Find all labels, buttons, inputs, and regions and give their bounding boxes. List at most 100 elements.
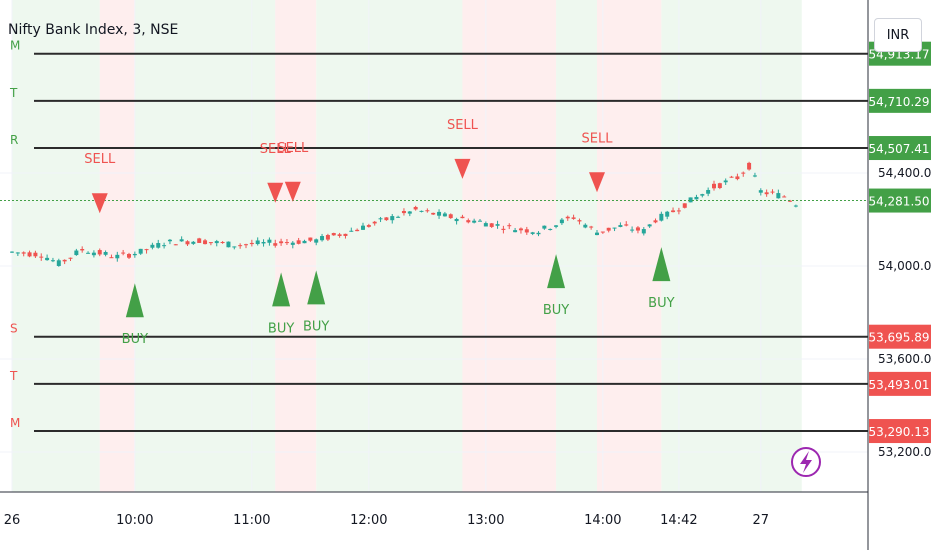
candle-body[interactable]: [489, 223, 494, 227]
candle-body[interactable]: [144, 249, 149, 251]
candle-body[interactable]: [565, 216, 570, 219]
candle-body[interactable]: [770, 191, 775, 193]
candle-body[interactable]: [331, 233, 336, 236]
candle-body[interactable]: [384, 217, 389, 221]
candle-body[interactable]: [676, 210, 681, 212]
candle-body[interactable]: [290, 242, 295, 245]
candle-body[interactable]: [752, 175, 757, 177]
candle-body[interactable]: [162, 245, 167, 247]
candle-body[interactable]: [518, 228, 523, 231]
candle-body[interactable]: [741, 172, 746, 174]
candle-body[interactable]: [261, 241, 266, 244]
candle-body[interactable]: [91, 252, 96, 256]
candle-body[interactable]: [659, 213, 664, 221]
candle-body[interactable]: [413, 206, 418, 210]
candle-body[interactable]: [747, 162, 752, 170]
candle-body[interactable]: [337, 234, 342, 236]
candle-body[interactable]: [390, 216, 395, 221]
candle-body[interactable]: [156, 243, 161, 248]
candle-body[interactable]: [595, 232, 599, 236]
candle-body[interactable]: [185, 241, 190, 245]
candle-body[interactable]: [501, 228, 506, 230]
candle-body[interactable]: [21, 252, 26, 254]
candle-body[interactable]: [396, 216, 401, 218]
candle-body[interactable]: [127, 253, 131, 258]
candle-body[interactable]: [150, 244, 155, 248]
candle-body[interactable]: [454, 218, 459, 222]
candle-body[interactable]: [641, 229, 646, 234]
candle-body[interactable]: [203, 240, 208, 245]
candle-body[interactable]: [635, 227, 640, 231]
candle-body[interactable]: [723, 180, 728, 183]
candle-body[interactable]: [583, 224, 588, 228]
candle-body[interactable]: [33, 252, 38, 257]
candle-body[interactable]: [273, 243, 278, 246]
candle-body[interactable]: [466, 220, 471, 223]
candle-body[interactable]: [665, 211, 670, 217]
candle-body[interactable]: [425, 210, 430, 212]
candle-body[interactable]: [244, 244, 248, 246]
candle-body[interactable]: [302, 240, 307, 244]
candle-body[interactable]: [530, 232, 535, 234]
candle-body[interactable]: [495, 224, 500, 226]
candle-body[interactable]: [279, 241, 284, 244]
candle-body[interactable]: [132, 253, 137, 256]
candle-body[interactable]: [507, 225, 512, 227]
candle-body[interactable]: [419, 210, 424, 212]
candle-body[interactable]: [712, 183, 716, 189]
candle-body[interactable]: [238, 245, 243, 247]
candle-body[interactable]: [62, 259, 67, 262]
candle-body[interactable]: [284, 242, 289, 244]
candle-body[interactable]: [407, 211, 412, 214]
candle-body[interactable]: [548, 228, 553, 230]
candle-body[interactable]: [536, 232, 541, 235]
candle-body[interactable]: [232, 246, 237, 248]
candle-body[interactable]: [50, 260, 55, 262]
candle-body[interactable]: [776, 193, 781, 199]
candle-body[interactable]: [542, 225, 547, 229]
candle-body[interactable]: [267, 239, 272, 243]
candle-body[interactable]: [478, 220, 482, 222]
candle-body[interactable]: [612, 227, 617, 229]
candle-body[interactable]: [27, 252, 32, 257]
candle-body[interactable]: [483, 223, 488, 227]
candle-body[interactable]: [366, 225, 371, 227]
lightning-icon[interactable]: [791, 447, 821, 477]
candlesticks[interactable]: [10, 161, 798, 267]
candle-body[interactable]: [226, 241, 231, 248]
candle-body[interactable]: [349, 230, 354, 232]
candle-body[interactable]: [197, 238, 202, 243]
candle-body[interactable]: [577, 220, 582, 222]
candle-body[interactable]: [706, 189, 711, 194]
candle-body[interactable]: [618, 225, 623, 227]
candle-body[interactable]: [56, 260, 61, 266]
candle-body[interactable]: [361, 225, 365, 230]
currency-selector[interactable]: INR: [874, 18, 922, 52]
candle-body[interactable]: [167, 239, 172, 242]
candle-body[interactable]: [647, 224, 652, 227]
candle-body[interactable]: [214, 241, 219, 244]
candle-body[interactable]: [208, 242, 213, 244]
candle-body[interactable]: [782, 196, 787, 198]
candle-body[interactable]: [442, 213, 447, 217]
candle-body[interactable]: [630, 229, 635, 231]
candle-body[interactable]: [355, 229, 360, 232]
candle-body[interactable]: [694, 196, 699, 200]
candle-body[interactable]: [688, 197, 693, 203]
candle-body[interactable]: [554, 225, 559, 227]
candle-body[interactable]: [431, 212, 436, 215]
candle-body[interactable]: [86, 252, 91, 254]
candle-body[interactable]: [735, 176, 740, 180]
candle-body[interactable]: [401, 210, 406, 214]
candle-body[interactable]: [220, 242, 225, 244]
candle-body[interactable]: [653, 220, 658, 223]
candle-body[interactable]: [109, 257, 114, 259]
lightning-bolt[interactable]: [800, 451, 812, 473]
candle-body[interactable]: [589, 226, 594, 228]
candle-body[interactable]: [682, 203, 687, 208]
candle-body[interactable]: [378, 218, 383, 220]
candle-body[interactable]: [15, 252, 20, 254]
candle-body[interactable]: [671, 210, 676, 213]
candle-body[interactable]: [624, 224, 629, 226]
